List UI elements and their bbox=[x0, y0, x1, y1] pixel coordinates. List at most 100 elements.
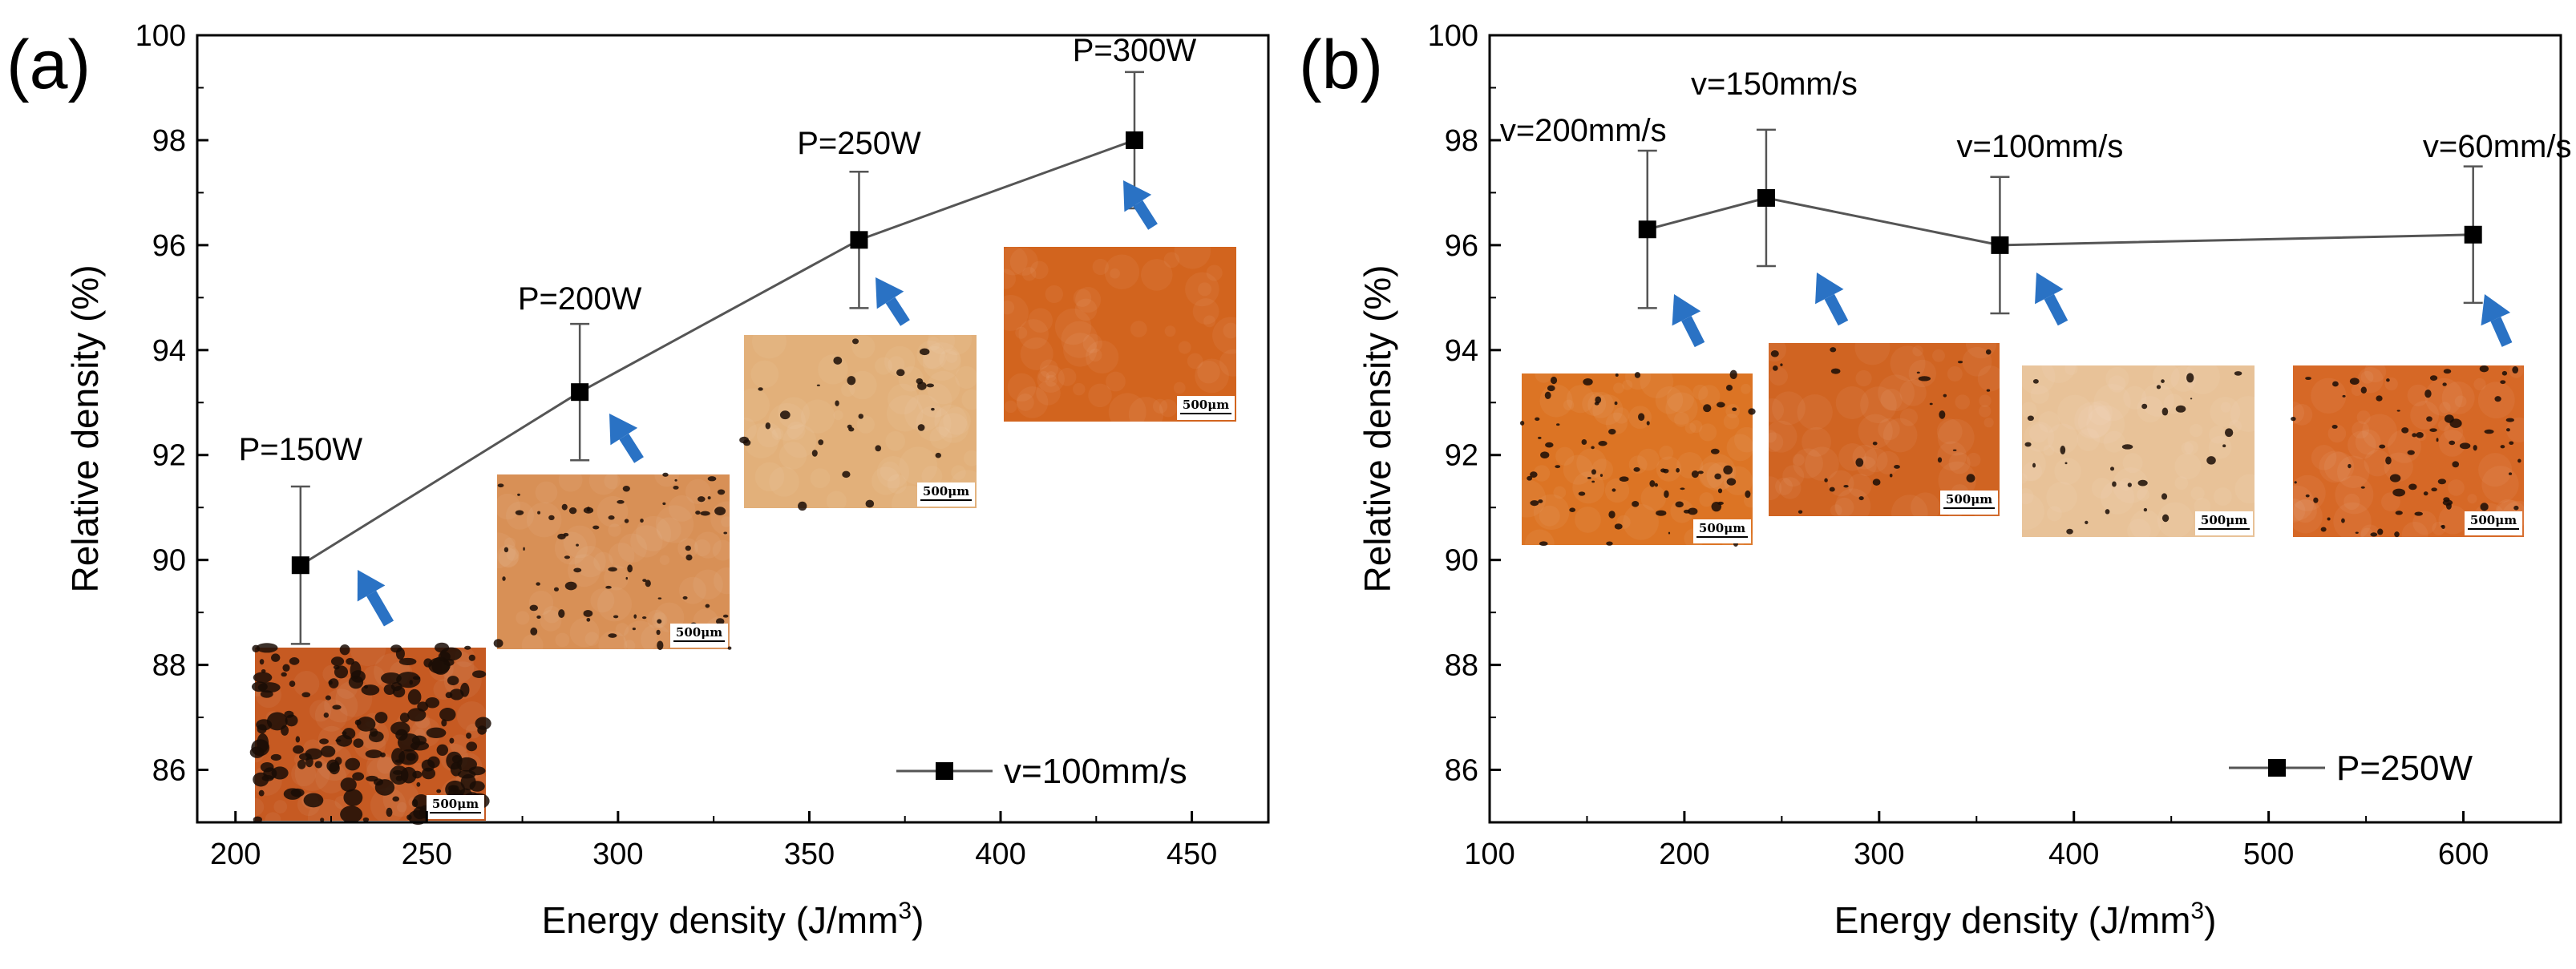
pore bbox=[2480, 503, 2489, 511]
texture-spot bbox=[1036, 381, 1061, 406]
texture-spot bbox=[1203, 315, 1216, 328]
pore bbox=[421, 767, 436, 780]
texture-spot bbox=[2194, 498, 2211, 515]
pore bbox=[253, 672, 273, 684]
pore bbox=[447, 676, 459, 686]
pore bbox=[2143, 507, 2148, 512]
texture-spot bbox=[2046, 506, 2062, 522]
texture-spot bbox=[1110, 268, 1120, 279]
texture-spot bbox=[2174, 476, 2189, 491]
pore bbox=[353, 738, 364, 748]
micrograph-image bbox=[1004, 247, 1236, 422]
texture-spot bbox=[1178, 341, 1191, 354]
texture-spot bbox=[1674, 412, 1689, 427]
pore bbox=[2408, 483, 2417, 491]
pore bbox=[896, 369, 905, 377]
texture-spot bbox=[2190, 487, 2205, 501]
pore bbox=[2360, 486, 2365, 489]
texture-spot bbox=[1962, 346, 1992, 377]
texture-spot bbox=[641, 624, 671, 655]
pore bbox=[2305, 494, 2310, 498]
texture-spot bbox=[2220, 402, 2231, 413]
texture-spot bbox=[2210, 396, 2241, 427]
texture-spot bbox=[2119, 478, 2133, 491]
texture-spot bbox=[2362, 414, 2397, 450]
pore bbox=[847, 424, 852, 430]
y-tick-label: 98 bbox=[1445, 124, 1478, 158]
texture-spot bbox=[2432, 521, 2446, 535]
pore bbox=[289, 680, 296, 687]
texture-spot bbox=[574, 546, 606, 578]
texture-spot bbox=[1890, 345, 1926, 382]
texture-spot bbox=[1104, 254, 1140, 289]
pore bbox=[1717, 501, 1724, 505]
pore bbox=[858, 414, 864, 419]
texture-spot bbox=[596, 495, 629, 527]
pore bbox=[2294, 481, 2297, 484]
pore bbox=[641, 616, 647, 620]
pore bbox=[1697, 470, 1704, 474]
x-tick-label: 400 bbox=[975, 838, 1025, 871]
pore bbox=[1614, 523, 1623, 530]
scale-bar-label: 500μm bbox=[432, 797, 479, 811]
pointer-arrow-shaft bbox=[885, 297, 910, 326]
texture-spot bbox=[1659, 445, 1674, 460]
texture-spot bbox=[1912, 345, 1923, 357]
pore bbox=[2024, 442, 2032, 447]
texture-spot bbox=[2029, 423, 2048, 443]
texture-spot bbox=[2077, 405, 2111, 438]
texture-spot bbox=[2054, 458, 2081, 485]
pore bbox=[460, 682, 470, 697]
pore bbox=[260, 690, 273, 698]
texture-spot bbox=[1028, 308, 1053, 333]
texture-spot bbox=[1566, 385, 1595, 414]
texture-spot bbox=[2505, 417, 2532, 443]
texture-spot bbox=[1769, 366, 1788, 386]
pore bbox=[2437, 478, 2447, 485]
texture-spot bbox=[2208, 435, 2232, 459]
texture-spot bbox=[1106, 371, 1126, 392]
texture-spot bbox=[2356, 410, 2371, 425]
scale-bar-box bbox=[917, 482, 975, 507]
pore bbox=[2512, 366, 2519, 374]
micrograph-inset: 500μm bbox=[2008, 349, 2267, 543]
pore bbox=[297, 759, 306, 769]
pointer-arrow-head bbox=[2035, 273, 2064, 305]
pore bbox=[407, 708, 427, 722]
texture-spot bbox=[504, 537, 516, 549]
texture-spot bbox=[1185, 272, 1219, 307]
pore bbox=[2513, 505, 2519, 511]
pore bbox=[2348, 463, 2352, 469]
texture-spot bbox=[768, 402, 806, 441]
pore bbox=[301, 692, 311, 698]
pore bbox=[673, 486, 679, 490]
texture-spot bbox=[2351, 384, 2364, 396]
texture-spot bbox=[2481, 466, 2519, 503]
texture-spot bbox=[1838, 443, 1866, 471]
pore bbox=[329, 761, 340, 775]
texture-spot bbox=[1000, 300, 1015, 315]
texture-spot bbox=[2137, 488, 2150, 502]
pore bbox=[2429, 375, 2438, 382]
pore bbox=[1632, 501, 1640, 507]
pore bbox=[561, 503, 568, 511]
pore bbox=[2500, 445, 2505, 449]
scale-bar-label: 500μm bbox=[1699, 521, 1745, 535]
pore bbox=[464, 645, 471, 650]
pore bbox=[1952, 449, 1957, 451]
texture-spot bbox=[1741, 383, 1751, 394]
pore bbox=[2376, 395, 2383, 402]
pore bbox=[342, 731, 347, 736]
chart-panel-b: 500μm 500μm 500μm 500μm 100 200 300 400 500 600 86… bbox=[1299, 19, 2571, 941]
pore bbox=[2331, 425, 2338, 429]
pore bbox=[381, 672, 402, 684]
pore bbox=[851, 338, 859, 345]
pore bbox=[1732, 407, 1737, 412]
pore bbox=[564, 581, 577, 591]
texture-spot bbox=[1932, 349, 1945, 362]
pore bbox=[723, 531, 728, 535]
pore bbox=[1556, 423, 1560, 426]
pore bbox=[798, 501, 807, 511]
scale-bar-label: 500μm bbox=[1946, 492, 1992, 507]
y-tick-label: 90 bbox=[152, 544, 186, 578]
